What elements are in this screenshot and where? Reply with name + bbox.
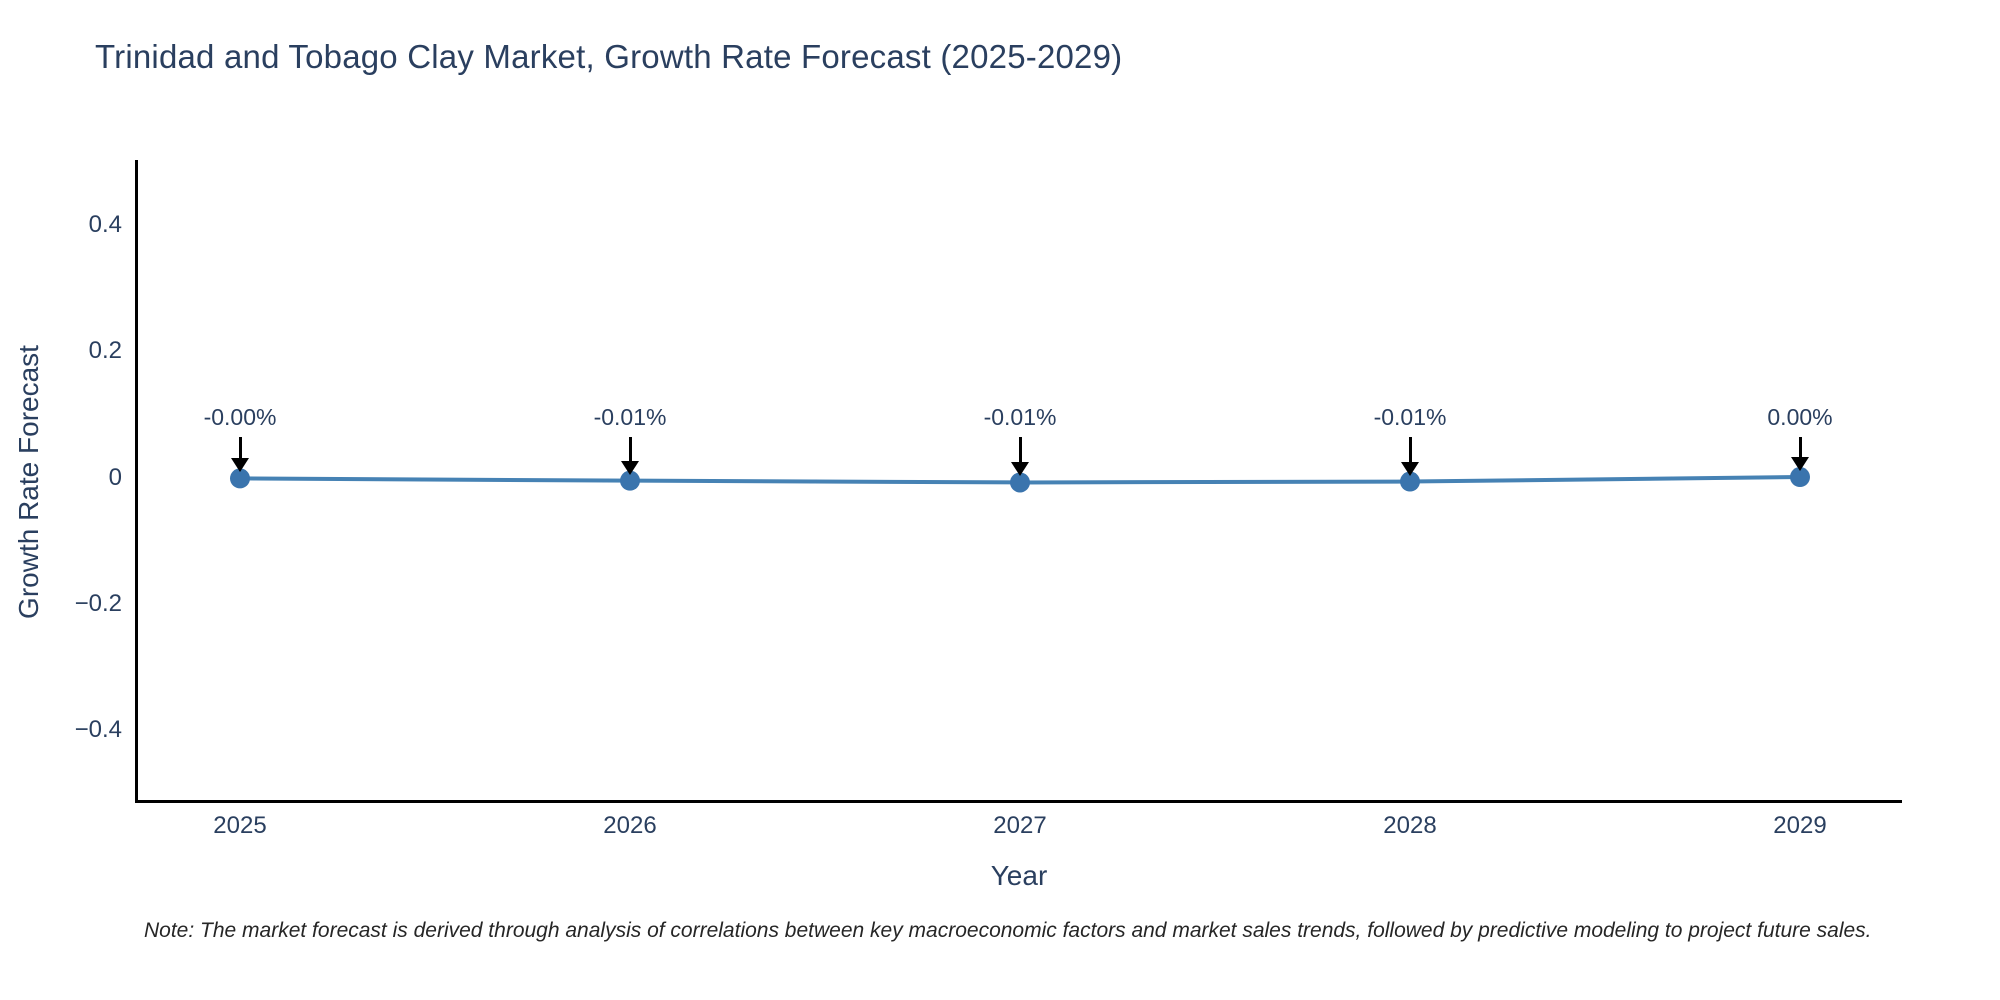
y-axis-title: Growth Rate Forecast	[13, 345, 44, 619]
y-tick-label: −0.4	[74, 716, 122, 744]
point-annotation-label: -0.01%	[593, 404, 667, 430]
point-annotation-label: -0.00%	[203, 404, 277, 430]
y-tick-label: 0.4	[88, 210, 122, 238]
point-annotation-label: 0.00%	[1767, 404, 1833, 430]
x-tick-label: 2026	[603, 812, 657, 839]
annotation-arrow-head-icon	[1401, 461, 1419, 476]
y-tick-label: 0.2	[88, 337, 122, 365]
data-point-2029[interactable]	[1790, 467, 1810, 488]
x-tick-label: 2025	[213, 812, 267, 839]
annotation-arrow-line	[1798, 437, 1802, 460]
annotation-arrow-head-icon	[621, 460, 639, 475]
annotation-arrow-line	[1408, 437, 1412, 464]
data-point-2028[interactable]	[1400, 471, 1420, 492]
annotation-arrow-line	[238, 437, 242, 461]
data-point-2026[interactable]	[620, 470, 640, 491]
annotation-arrow-head-icon	[1791, 457, 1809, 472]
data-point-2025[interactable]	[230, 468, 250, 489]
chart-title: Trinidad and Tobago Clay Market, Growth …	[95, 38, 1123, 75]
footnote: Note: The market forecast is derived thr…	[144, 919, 1872, 942]
x-tick-label: 2029	[1773, 812, 1827, 839]
y-tick-label: 0	[108, 463, 122, 491]
x-axis-title: Year	[990, 860, 1048, 891]
annotation-arrow-line	[1018, 437, 1022, 465]
x-tick-label: 2027	[993, 812, 1047, 839]
x-tick-label: 2028	[1383, 812, 1437, 839]
point-annotation-label: -0.01%	[1373, 404, 1447, 430]
annotation-arrow-line	[628, 437, 632, 463]
data-point-2027[interactable]	[1010, 472, 1030, 493]
x-axis-line	[135, 800, 1902, 803]
annotation-arrow-head-icon	[231, 458, 249, 473]
y-axis-line	[135, 160, 138, 803]
y-tick-label: −0.2	[74, 589, 122, 617]
point-annotation-label: -0.01%	[983, 404, 1057, 430]
annotation-arrow-head-icon	[1011, 462, 1029, 477]
